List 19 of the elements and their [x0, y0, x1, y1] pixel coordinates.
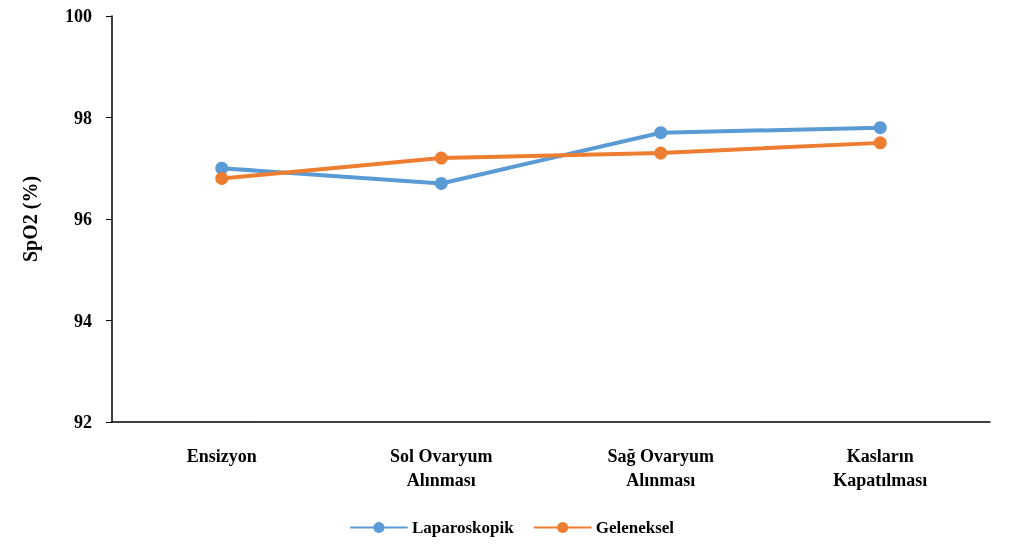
x-tick-label: Sol Ovaryum Alınması	[389, 446, 493, 490]
y-axis-title: SpO2 (%)	[19, 175, 42, 263]
point	[654, 146, 668, 160]
legend-label: Laparoskopik	[411, 518, 515, 537]
point	[873, 136, 887, 150]
legend-label: Geleneksel	[595, 518, 675, 537]
x-tick-label: Kasların Kapatılması	[833, 446, 928, 490]
y-tick-label: 96	[74, 209, 92, 229]
point	[873, 121, 887, 135]
x-tick-label: Sağ Ovaryum Alınması	[607, 446, 715, 490]
x-tick-label: Ensizyon	[186, 446, 257, 466]
y-tick-label: 100	[65, 6, 92, 26]
point	[654, 126, 668, 140]
y-tick-label: 94	[74, 310, 92, 331]
point	[434, 151, 448, 165]
point	[434, 176, 448, 190]
point	[215, 171, 229, 185]
y-tick-label: 98	[74, 107, 92, 128]
y-tick-label: 92	[74, 412, 92, 432]
